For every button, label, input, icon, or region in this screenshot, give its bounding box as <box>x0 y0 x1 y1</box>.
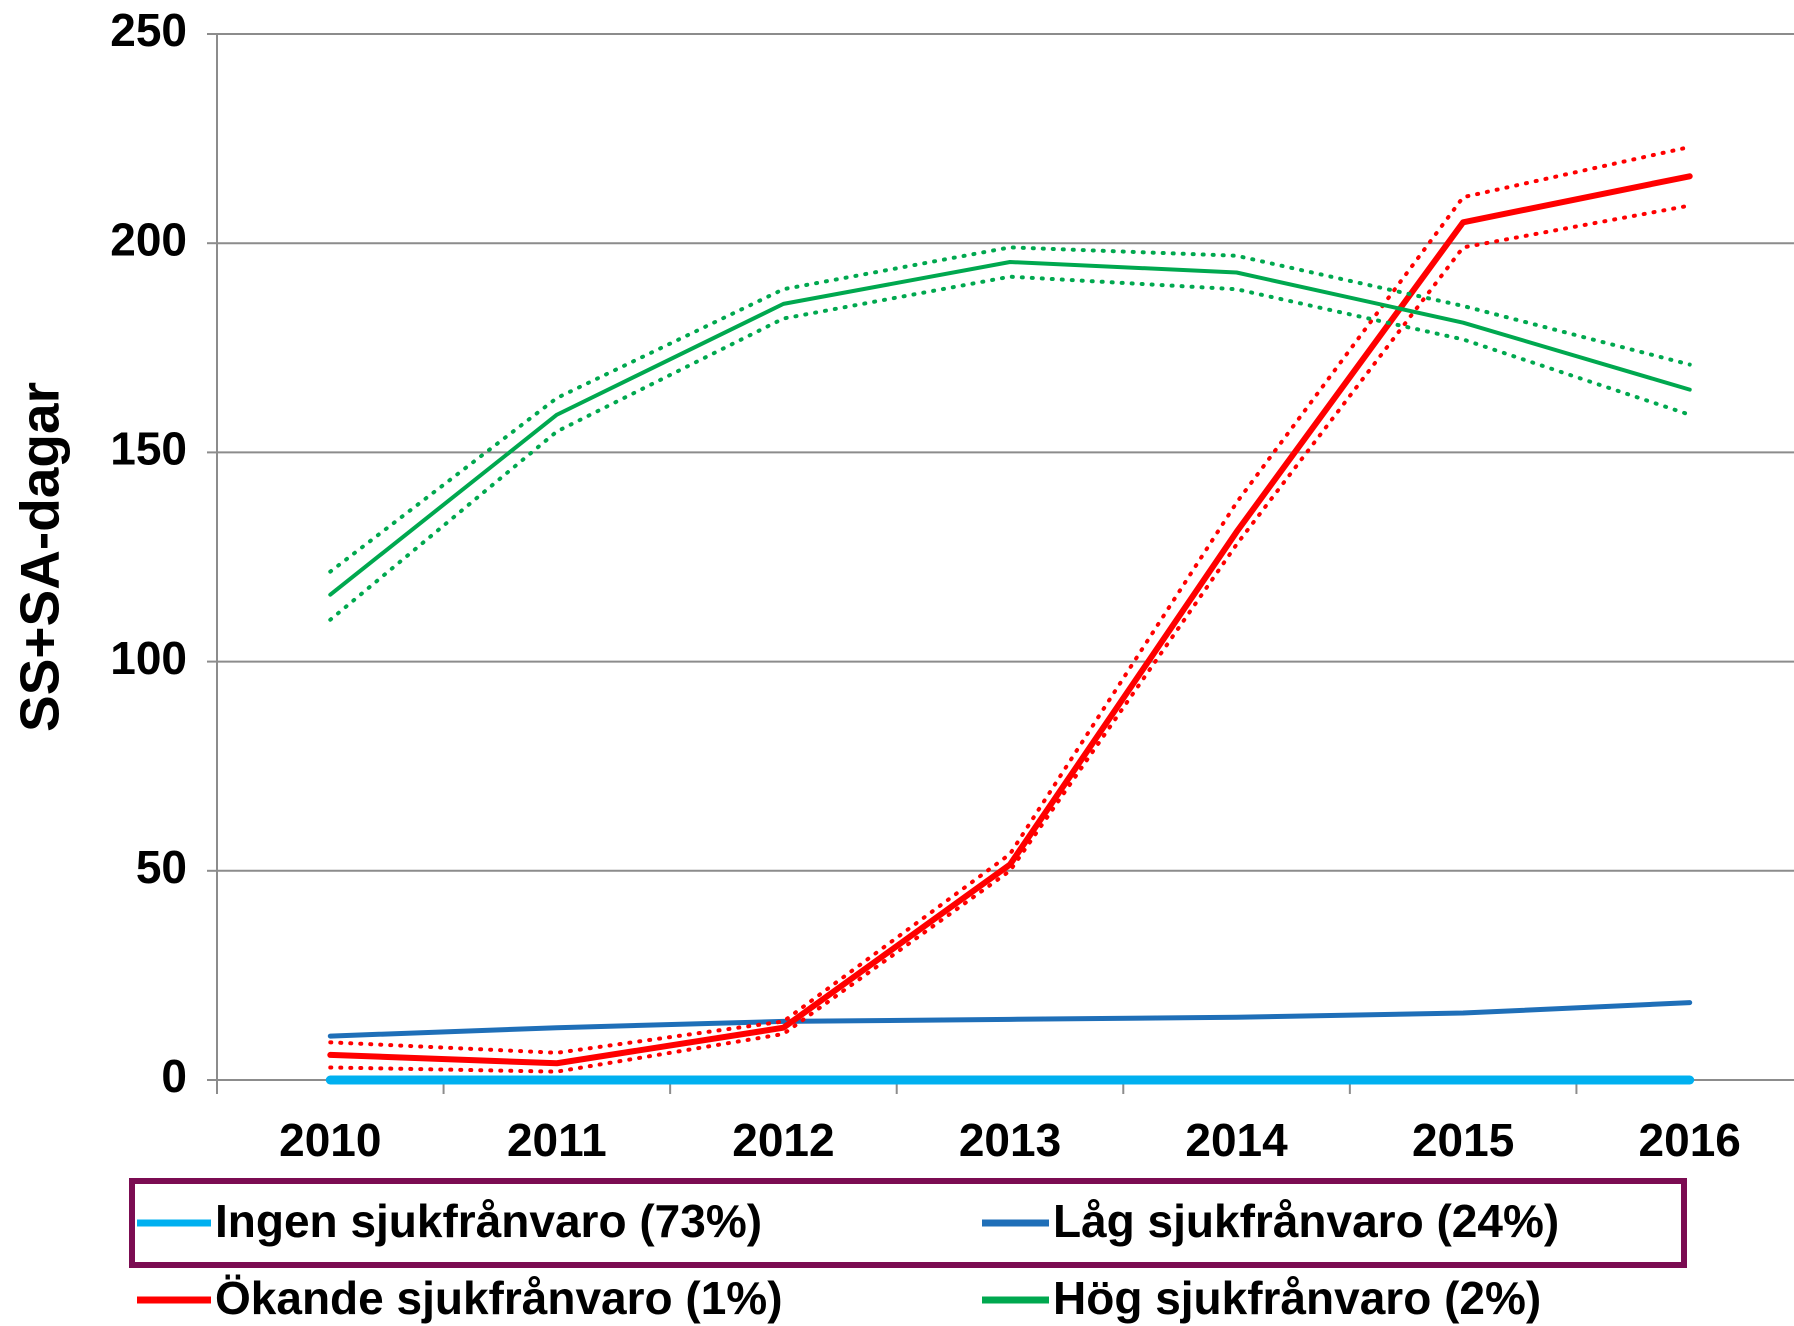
x-tick-label: 2014 <box>1185 1114 1288 1166</box>
y-tick-label: 50 <box>136 841 187 893</box>
legend-label: Hög sjukfrånvaro (2%) <box>1053 1272 1541 1324</box>
y-tick-label: 200 <box>110 213 187 265</box>
legend-box <box>129 1178 1687 1268</box>
x-tick-label: 2011 <box>507 1114 607 1166</box>
y-tick-label: 0 <box>161 1050 187 1102</box>
y-axis-label: SS+SA-dagar <box>9 382 71 732</box>
ci-lower-line <box>328 274 1692 622</box>
x-tick-label: 2016 <box>1639 1114 1741 1166</box>
legend-label: Ingen sjukfrånvaro (73%) <box>215 1195 762 1247</box>
series-line <box>328 260 1692 597</box>
ci-upper-line <box>328 144 1692 1055</box>
legend-label: Låg sjukfrånvaro (24%) <box>1053 1195 1559 1247</box>
legend-label: Ökande sjukfrånvaro (1%) <box>215 1272 783 1324</box>
x-tick-label: 2013 <box>959 1114 1061 1166</box>
y-tick-label: 250 <box>110 4 187 56</box>
ci-lower-line <box>328 203 1692 1074</box>
series-line <box>327 173 1693 1067</box>
x-tick-label: 2015 <box>1412 1114 1514 1166</box>
y-tick-label: 100 <box>110 632 187 684</box>
series-line <box>327 1000 1693 1039</box>
x-tick-label: 2010 <box>279 1114 381 1166</box>
y-tick-label: 150 <box>110 423 187 475</box>
x-tick-label: 2012 <box>732 1114 834 1166</box>
ci-upper-line <box>328 245 1692 574</box>
